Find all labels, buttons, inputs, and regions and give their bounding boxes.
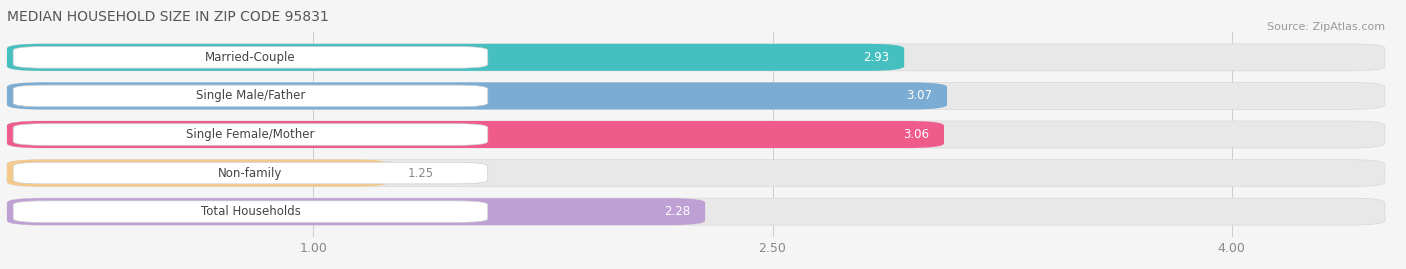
Text: 1.25: 1.25 bbox=[408, 167, 434, 180]
Text: Single Male/Father: Single Male/Father bbox=[195, 89, 305, 102]
Text: Source: ZipAtlas.com: Source: ZipAtlas.com bbox=[1267, 22, 1385, 31]
FancyBboxPatch shape bbox=[7, 82, 1385, 109]
Text: 3.07: 3.07 bbox=[905, 89, 932, 102]
FancyBboxPatch shape bbox=[7, 121, 943, 148]
Text: Non-family: Non-family bbox=[218, 167, 283, 180]
Text: MEDIAN HOUSEHOLD SIZE IN ZIP CODE 95831: MEDIAN HOUSEHOLD SIZE IN ZIP CODE 95831 bbox=[7, 10, 329, 24]
FancyBboxPatch shape bbox=[7, 44, 904, 71]
FancyBboxPatch shape bbox=[7, 44, 1385, 71]
FancyBboxPatch shape bbox=[13, 124, 488, 145]
FancyBboxPatch shape bbox=[13, 162, 488, 184]
FancyBboxPatch shape bbox=[13, 47, 488, 68]
FancyBboxPatch shape bbox=[13, 85, 488, 107]
Text: Married-Couple: Married-Couple bbox=[205, 51, 295, 64]
FancyBboxPatch shape bbox=[7, 160, 389, 187]
FancyBboxPatch shape bbox=[7, 121, 1385, 148]
FancyBboxPatch shape bbox=[7, 160, 1385, 187]
Text: Total Households: Total Households bbox=[201, 205, 301, 218]
FancyBboxPatch shape bbox=[7, 198, 706, 225]
Text: 3.06: 3.06 bbox=[903, 128, 929, 141]
FancyBboxPatch shape bbox=[13, 201, 488, 222]
Text: Single Female/Mother: Single Female/Mother bbox=[186, 128, 315, 141]
FancyBboxPatch shape bbox=[7, 82, 948, 109]
FancyBboxPatch shape bbox=[7, 198, 1385, 225]
Text: 2.28: 2.28 bbox=[664, 205, 690, 218]
Text: 2.93: 2.93 bbox=[863, 51, 889, 64]
